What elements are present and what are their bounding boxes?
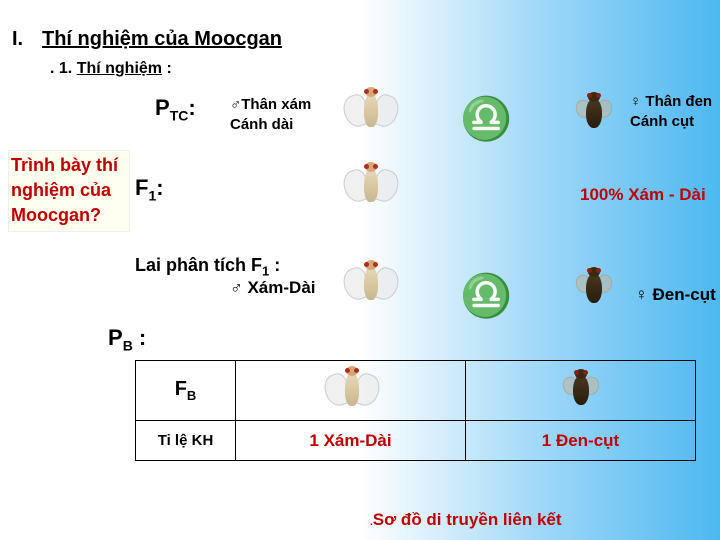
section-title: Thí nghiệm của Moocgan xyxy=(42,28,282,51)
sub-text: Thí nghiệm xyxy=(77,60,162,77)
fly-dark-lai xyxy=(570,265,618,312)
f1-label: F1: xyxy=(135,175,164,203)
male-line1: Thân xám xyxy=(241,96,311,113)
dencut-sym: ♀ xyxy=(635,285,648,304)
female-trait-label: ♀ Thân đen Cánh cụt xyxy=(630,92,712,131)
fly-light-f1 xyxy=(340,160,400,213)
pb-label: PB : xyxy=(108,325,146,353)
cell-den: 1 Đen-cụt xyxy=(466,421,696,461)
cell-fb: FB xyxy=(136,361,236,421)
xamdai-text: Xám-Dài xyxy=(243,278,316,297)
fb-f: F xyxy=(175,378,187,400)
libra-symbol-1: ♎ xyxy=(460,95,512,144)
female-line2: Cánh cụt xyxy=(630,113,694,130)
section-roman: I. xyxy=(12,28,23,51)
lai-pre: Lai phân tích F xyxy=(135,255,262,275)
footer-main: Sơ đồ di truyền liên kết xyxy=(373,510,562,529)
dencut-label: ♀ Đen-cụt xyxy=(635,285,716,305)
dencut-text: Đen-cụt xyxy=(648,285,716,304)
male-trait-label: ♂Thân xám Cánh dài xyxy=(230,95,311,134)
ptc-colon: : xyxy=(188,95,195,120)
male-symbol: ♂ xyxy=(230,96,241,113)
sub-colon: : xyxy=(162,60,172,77)
f1-colon: : xyxy=(156,175,163,200)
cell-fly-dark xyxy=(466,361,696,421)
fly-light-lai xyxy=(340,258,400,311)
footer-text: .Sơ đồ di truyền liên kết xyxy=(370,510,562,530)
sub-prefix: . 1. xyxy=(50,60,77,77)
cell-xam: 1 Xám-Dài xyxy=(236,421,466,461)
pb-p: P xyxy=(108,325,123,350)
fly-dark-ptc xyxy=(570,90,618,137)
ptc-p: P xyxy=(155,95,170,120)
xamdai-sym: ♂ xyxy=(230,278,243,297)
cell-fly-light xyxy=(236,361,466,421)
subsection: . 1. Thí nghiệm : xyxy=(50,60,172,78)
result-100: 100% Xám - Dài xyxy=(580,185,706,205)
libra-symbol-2: ♎ xyxy=(460,272,512,321)
female-line1: Thân đen xyxy=(641,93,712,110)
female-symbol: ♀ xyxy=(630,93,641,110)
xamdai-label: ♂ Xám-Dài xyxy=(230,278,316,298)
lai-label: Lai phân tích F1 : xyxy=(135,255,280,279)
ptc-sub: TC xyxy=(170,107,189,123)
fly-light-ptc xyxy=(340,85,400,138)
pb-sub: B xyxy=(123,337,133,353)
result-table: FB Ti lệ KH 1 Xám-Dài 1 Đen-cụt xyxy=(135,360,696,461)
f1-f: F xyxy=(135,175,148,200)
cell-ti-le: Ti lệ KH xyxy=(136,421,236,461)
fb-sub: B xyxy=(187,388,196,403)
ptc-label: PTC: xyxy=(155,95,196,123)
lai-post: : xyxy=(269,255,280,275)
male-line2: Cánh dài xyxy=(230,116,293,133)
question-box: Trình bày thí nghiệm của Moocgan? xyxy=(8,150,130,232)
pb-colon: : xyxy=(133,325,146,350)
